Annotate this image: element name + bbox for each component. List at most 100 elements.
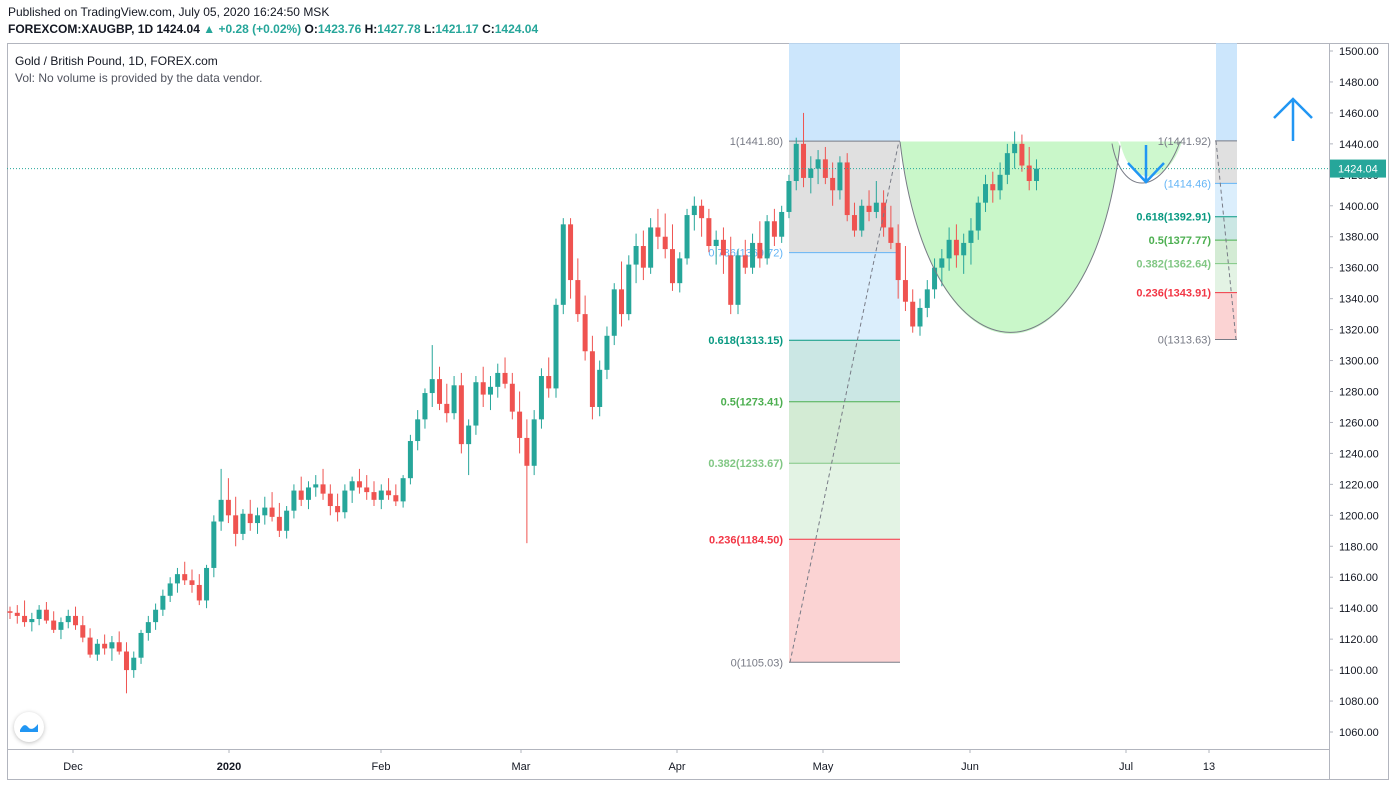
candle-body xyxy=(65,615,71,623)
fib-zone-right xyxy=(1215,183,1237,217)
fib-level-label-right: 0.236(1343.91) xyxy=(1136,288,1211,300)
candle-body xyxy=(837,162,843,191)
candle-body xyxy=(1033,168,1039,182)
y-tick-label: 1220.00 xyxy=(1339,479,1379,491)
candle-body xyxy=(22,615,28,623)
candle-body xyxy=(43,609,49,621)
candle-body xyxy=(801,143,807,178)
y-tick-label: 1180.00 xyxy=(1339,541,1378,553)
candle-body xyxy=(349,481,355,491)
candle-body xyxy=(218,499,224,522)
candle-body xyxy=(924,289,930,308)
candle-body xyxy=(371,492,377,500)
candle-body xyxy=(691,205,697,216)
candle-body xyxy=(932,267,938,290)
candle-body xyxy=(902,280,908,302)
candle-body xyxy=(888,227,894,243)
candle-body xyxy=(364,487,370,493)
tradingview-logo[interactable] xyxy=(14,712,44,742)
fib-level-label-right: 1(1441.92) xyxy=(1158,136,1211,148)
down-arrow-icon xyxy=(1127,145,1165,184)
candle-body xyxy=(80,625,86,638)
candle-body xyxy=(116,642,122,652)
volume-note: Vol: No volume is provided by the data v… xyxy=(15,71,263,85)
up-triangle-icon: ▲ xyxy=(203,22,216,36)
date-range-highlight xyxy=(789,43,900,142)
fib-zone xyxy=(789,401,900,464)
candle-body xyxy=(699,205,705,219)
candle-body xyxy=(262,507,268,516)
candle-body xyxy=(189,580,195,585)
candle-body xyxy=(859,205,865,231)
candle-body xyxy=(764,221,770,259)
candle-body xyxy=(276,516,282,531)
open-label: O: xyxy=(304,22,318,36)
y-tick-label: 1200.00 xyxy=(1339,510,1379,522)
y-tick-label: 1320.00 xyxy=(1339,325,1379,337)
candle-body xyxy=(480,382,486,395)
candle-body xyxy=(866,205,872,212)
last-price-badge-label: 1424.04 xyxy=(1338,164,1378,176)
y-tick-label: 1340.00 xyxy=(1339,294,1379,306)
chart-border xyxy=(7,43,1389,780)
candle-body xyxy=(822,159,828,178)
y-tick-label: 1440.00 xyxy=(1339,139,1379,151)
candle-body xyxy=(684,215,690,259)
fib-trend-line xyxy=(789,140,900,663)
last-price-badge xyxy=(1330,159,1386,178)
candle-body xyxy=(953,239,959,256)
fib-zone xyxy=(789,141,900,253)
candle-body xyxy=(14,612,20,616)
candle-body xyxy=(1012,143,1018,154)
fib-zone-right xyxy=(1215,292,1237,340)
candle-body xyxy=(830,177,836,191)
candle-body xyxy=(400,478,406,502)
candle-body xyxy=(538,376,544,420)
instrument-title: Gold / British Pound, 1D, FOREX.com xyxy=(15,54,218,68)
x-tick-label: Jul xyxy=(1119,761,1133,773)
candle-body xyxy=(393,495,399,502)
candle-body xyxy=(524,437,530,466)
candle-body xyxy=(204,567,210,601)
candle-body xyxy=(182,574,188,581)
candle-body xyxy=(517,411,523,438)
x-tick-label: Apr xyxy=(668,761,685,773)
fib-level-label: 1(1441.80) xyxy=(730,136,783,148)
high-label: H: xyxy=(364,22,378,36)
y-tick-label: 1500.00 xyxy=(1339,46,1379,58)
candle-body xyxy=(196,584,202,601)
candle-body xyxy=(1026,165,1032,182)
candle-body xyxy=(742,255,748,268)
candle-body xyxy=(1019,143,1025,166)
y-tick-label: 1120.00 xyxy=(1339,634,1378,646)
y-tick-label: 1140.00 xyxy=(1339,603,1378,615)
y-tick-label: 1080.00 xyxy=(1339,696,1379,708)
candle-body xyxy=(495,372,501,387)
candle-body xyxy=(87,637,93,655)
candle-body xyxy=(946,239,952,259)
low-label: L: xyxy=(424,22,436,36)
y-tick-label: 1100.00 xyxy=(1339,665,1378,677)
open-value: 1423.76 xyxy=(317,22,362,36)
candle-body xyxy=(808,168,814,178)
candle-body xyxy=(560,224,566,305)
candle-body xyxy=(786,181,792,212)
y-tick-label: 1460.00 xyxy=(1339,108,1379,120)
candle-body xyxy=(975,202,981,231)
cup-fill xyxy=(900,141,1120,334)
candle-body xyxy=(487,386,493,395)
candle-body xyxy=(662,236,668,250)
candle-body xyxy=(793,143,799,182)
candle-body xyxy=(728,255,734,305)
y-tick-label: 1360.00 xyxy=(1339,263,1379,275)
candle-body xyxy=(655,227,661,237)
candle-body xyxy=(444,403,450,414)
candle-body xyxy=(509,383,515,412)
y-tick-label: 1380.00 xyxy=(1339,232,1379,244)
candle-body xyxy=(378,490,384,500)
y-tick-label: 1480.00 xyxy=(1339,77,1379,89)
y-tick-label: 1240.00 xyxy=(1339,448,1379,460)
x-tick-label: 13 xyxy=(1203,761,1215,773)
low-value: 1421.17 xyxy=(435,22,479,36)
